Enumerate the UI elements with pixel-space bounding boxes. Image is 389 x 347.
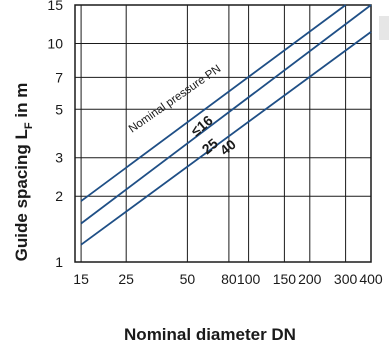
x-axis-title: Nominal diameter DN (124, 325, 296, 344)
y-axis-title: Guide spacing LF in m (12, 83, 35, 262)
x-tick-label: 80 (221, 271, 237, 287)
series-label-le16: ≤16 (188, 112, 216, 139)
y-axis-title-subscript: F (23, 122, 35, 129)
x-tick-label: 50 (180, 271, 196, 287)
x-tick-label: 300 (334, 271, 358, 287)
series-line-3 (80, 31, 372, 246)
y-axis-title-main: Guide spacing L (12, 129, 31, 261)
grid (75, 4, 372, 263)
y-tick-label: 5 (55, 101, 63, 117)
y-tick-label: 10 (47, 35, 63, 51)
x-tick-label: 25 (118, 271, 134, 287)
series-label-40: 40 (217, 136, 239, 158)
y-axis-title-suffix: in m (12, 83, 31, 123)
series-lines (80, 4, 372, 246)
y-tick-labels: 1 2 3 5 7 10 15 (47, 0, 63, 270)
x-tick-label: 200 (298, 271, 322, 287)
y-tick-label: 15 (47, 0, 63, 13)
y-tick-label: 3 (55, 150, 63, 166)
x-tick-label: 150 (273, 271, 297, 287)
y-tick-label: 2 (55, 188, 63, 204)
x-tick-label: 100 (237, 271, 261, 287)
plot-frame (74, 4, 372, 263)
series-line-1 (80, 4, 347, 202)
x-tick-labels: 15 25 50 80 100 150 200 300 400 (73, 271, 383, 287)
series-line-2 (80, 4, 372, 225)
y-tick-label: 7 (55, 69, 63, 85)
x-tick-label: 15 (73, 271, 89, 287)
corner-decoration (379, 16, 389, 40)
x-tick-label: 400 (359, 271, 383, 287)
y-tick-label: 1 (55, 254, 63, 270)
